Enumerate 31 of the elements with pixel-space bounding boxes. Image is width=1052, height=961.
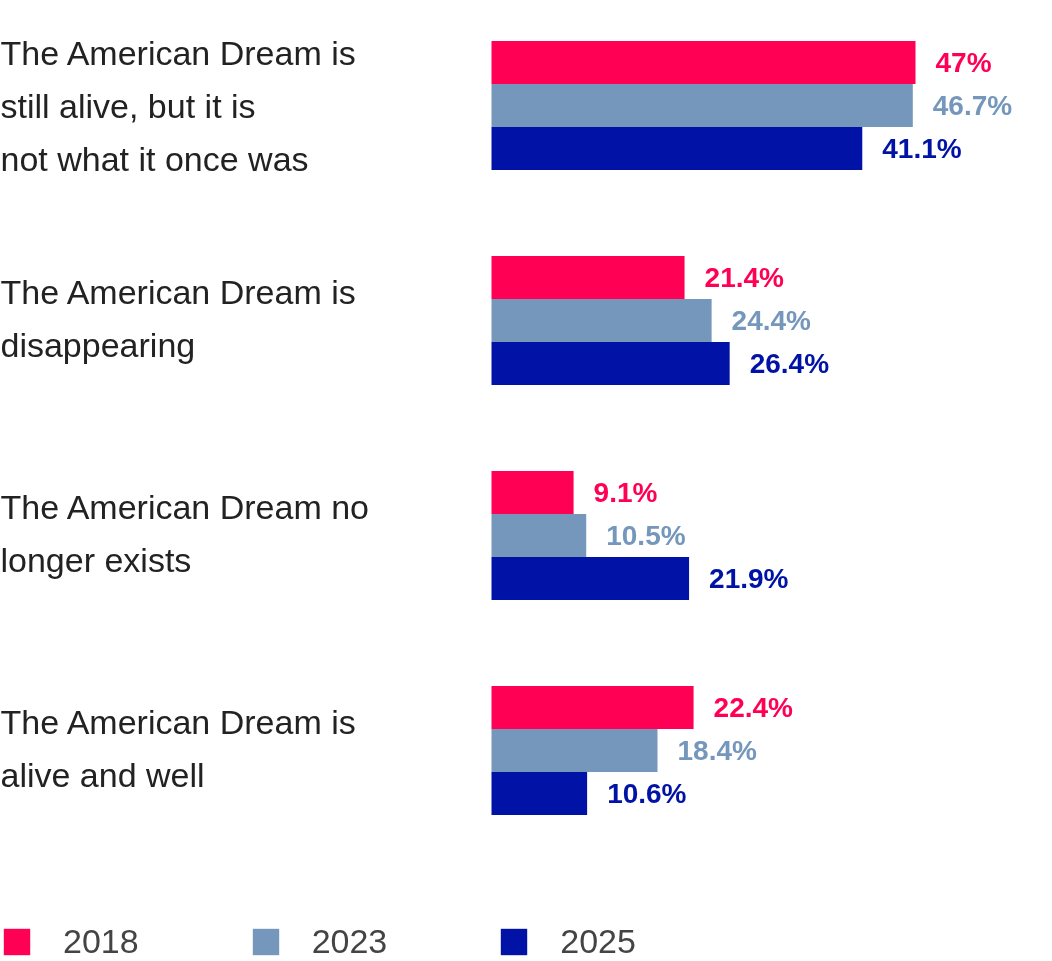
data-label: 10.5% xyxy=(606,520,686,551)
bar xyxy=(491,84,913,127)
bar xyxy=(491,514,587,557)
bar xyxy=(491,471,574,514)
bar xyxy=(491,299,712,342)
bar xyxy=(491,772,588,815)
data-label: 46.7% xyxy=(932,90,1013,121)
data-label: 21.9% xyxy=(709,563,789,594)
bar xyxy=(491,41,916,84)
data-label: 26.4% xyxy=(749,348,830,379)
data-label: 9.1% xyxy=(593,477,658,508)
legend-label: 2025 xyxy=(560,922,636,961)
data-label: 21.4% xyxy=(704,262,785,293)
bar xyxy=(491,127,863,170)
legend-label: 2018 xyxy=(63,922,139,961)
data-label: 47% xyxy=(935,47,992,78)
bar xyxy=(491,256,685,299)
bar xyxy=(491,557,690,600)
y-tick-label: The American Dream is alive and well xyxy=(0,702,356,794)
legend-label: 2023 xyxy=(311,922,388,961)
data-label: 18.4% xyxy=(677,735,757,766)
y-tick-label: The American Dream no longer exists xyxy=(0,487,369,579)
y-tick-label: The American Dream is still alive, but it is not what it once was xyxy=(0,33,356,178)
bar xyxy=(491,729,658,772)
data-label: 41.1% xyxy=(882,133,962,164)
bar xyxy=(491,342,730,385)
data-label: 10.6% xyxy=(607,778,687,809)
bar xyxy=(491,686,694,729)
data-label: 22.4% xyxy=(713,692,794,723)
y-tick-label: The American Dream is disappearing xyxy=(0,272,356,364)
data-label: 24.4% xyxy=(731,305,812,336)
